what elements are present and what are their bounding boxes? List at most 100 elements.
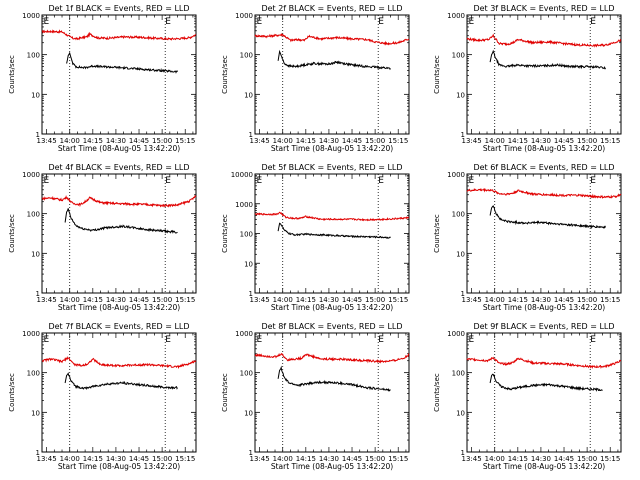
x-tick-label: 15:15 (175, 137, 195, 145)
event-label: E (165, 176, 171, 186)
events-rate-line (489, 373, 603, 392)
plot-frame (41, 173, 197, 294)
x-tick-label: 14:15 (83, 296, 103, 304)
panel-title: Det 8f BLACK = Events, RED = LLD (261, 322, 402, 331)
y-tick-label: 10 (456, 409, 465, 417)
x-tick-label: 15:00 (577, 137, 597, 145)
panel-title: Det 7f BLACK = Events, RED = LLD (48, 322, 189, 331)
y-tick-label: 1000 (22, 171, 40, 179)
event-label: E (469, 17, 475, 27)
y-tick-label: 100 (27, 370, 40, 378)
y-axis-label: Counts/sec (221, 55, 229, 94)
x-tick-label: 15:15 (600, 137, 620, 145)
y-axis-label: Counts/sec (221, 373, 229, 412)
plot-frame (41, 14, 197, 135)
x-tick-label: 14:30 (531, 137, 551, 145)
panel-title: Det 9f BLACK = Events, RED = LLD (473, 322, 614, 331)
x-tick-label: 14:00 (485, 296, 505, 304)
event-label: E (378, 335, 384, 345)
plot-frame (466, 173, 622, 294)
y-tick-label: 1 (461, 290, 465, 298)
x-tick-label: 14:45 (342, 455, 362, 463)
x-tick-label: 14:30 (106, 137, 126, 145)
x-axis-label: Start Time (08-Aug-05 13:42:20) (483, 303, 605, 312)
y-axis-label: Counts/sec (8, 373, 16, 412)
x-tick-label: 14:30 (319, 137, 339, 145)
y-tick-label: 1000 (235, 330, 253, 338)
detector-panel: Det 7f BLACK = Events, RED = LLD 1 10 100 10… (8, 322, 197, 471)
x-tick-label: 15:15 (388, 455, 408, 463)
x-tick-label: 14:00 (273, 137, 293, 145)
detector-panel: Det 9f BLACK = Events, RED = LLD 1 10 100 10… (433, 322, 622, 471)
x-tick-label: 14:00 (60, 455, 80, 463)
plot-frame (466, 14, 622, 135)
x-tick-label: 14:45 (129, 296, 149, 304)
lld-rate-line (466, 187, 622, 199)
y-tick-label: 1000 (447, 12, 465, 20)
x-tick-label: 14:15 (83, 137, 103, 145)
x-tick-label: 15:00 (365, 455, 385, 463)
y-axis-label: Counts/sec (433, 373, 441, 412)
y-tick-label: 1 (249, 290, 253, 298)
events-rate-line (64, 372, 178, 390)
x-tick-label: 14:30 (319, 296, 339, 304)
y-tick-label: 1 (36, 449, 40, 457)
y-tick-label: 100 (240, 52, 253, 60)
x-axis-label: Start Time (08-Aug-05 13:42:20) (58, 462, 180, 471)
y-tick-label: 10 (244, 409, 253, 417)
y-axis-label: Counts/sec (433, 214, 441, 253)
events-rate-line (64, 208, 178, 234)
x-tick-label: 15:00 (365, 137, 385, 145)
y-axis-label: Counts/sec (8, 55, 16, 94)
x-tick-label: 15:15 (175, 296, 195, 304)
y-axis-label: Counts/sec (433, 55, 441, 94)
x-tick-label: 15:15 (600, 455, 620, 463)
x-tick-label: 14:15 (296, 296, 316, 304)
panel-title: Det 2f BLACK = Events, RED = LLD (261, 4, 402, 13)
x-axis-label: Start Time (08-Aug-05 13:42:20) (271, 462, 393, 471)
y-tick-label: 1 (36, 131, 40, 139)
x-tick-label: 14:15 (83, 455, 103, 463)
event-label: E (44, 335, 50, 345)
y-tick-label: 10 (244, 91, 253, 99)
x-tick-label: 15:00 (365, 296, 385, 304)
detector-panel: Det 2f BLACK = Events, RED = LLD 1 10 100 10… (221, 4, 410, 153)
detector-panel: Det 1f BLACK = Events, RED = LLD 1 10 100 10… (8, 4, 197, 153)
y-tick-label: 1 (249, 449, 253, 457)
y-tick-label: 1000 (235, 12, 253, 20)
x-tick-label: 13:45 (37, 137, 57, 145)
event-label: E (165, 335, 171, 345)
x-tick-label: 15:15 (388, 137, 408, 145)
x-tick-label: 14:45 (129, 455, 149, 463)
event-label: E (44, 176, 50, 186)
y-tick-label: 1000 (22, 12, 40, 20)
event-label: E (257, 17, 263, 27)
x-axis-label: Start Time (08-Aug-05 13:42:20) (271, 144, 393, 153)
panel-title: Det 4f BLACK = Events, RED = LLD (48, 163, 189, 172)
y-tick-label: 1 (461, 449, 465, 457)
lld-rate-line (466, 33, 622, 48)
x-tick-label: 14:45 (554, 455, 574, 463)
x-tick-label: 14:15 (296, 137, 316, 145)
x-tick-label: 13:45 (462, 296, 482, 304)
x-axis-label: Start Time (08-Aug-05 13:42:20) (271, 303, 393, 312)
x-axis-label: Start Time (08-Aug-05 13:42:20) (58, 144, 180, 153)
lld-rate-line (254, 211, 410, 222)
x-tick-label: 14:45 (342, 296, 362, 304)
x-tick-label: 14:00 (273, 296, 293, 304)
x-tick-label: 14:45 (554, 137, 574, 145)
x-tick-label: 14:15 (508, 296, 528, 304)
events-rate-line (277, 49, 391, 71)
x-tick-label: 15:15 (388, 296, 408, 304)
y-tick-label: 10 (31, 91, 40, 99)
y-tick-label: 1000 (447, 171, 465, 179)
y-tick-label: 1000 (22, 330, 40, 338)
y-tick-label: 100 (27, 211, 40, 219)
panel-title: Det 6f BLACK = Events, RED = LLD (473, 163, 614, 172)
panel-title: Det 5f BLACK = Events, RED = LLD (261, 163, 402, 172)
detector-panel: Det 6f BLACK = Events, RED = LLD 1 10 100 10… (433, 163, 622, 312)
y-axis-label: Counts/sec (8, 214, 16, 253)
lld-rate-line (254, 352, 410, 364)
x-tick-label: 13:45 (462, 137, 482, 145)
event-label: E (469, 176, 475, 186)
